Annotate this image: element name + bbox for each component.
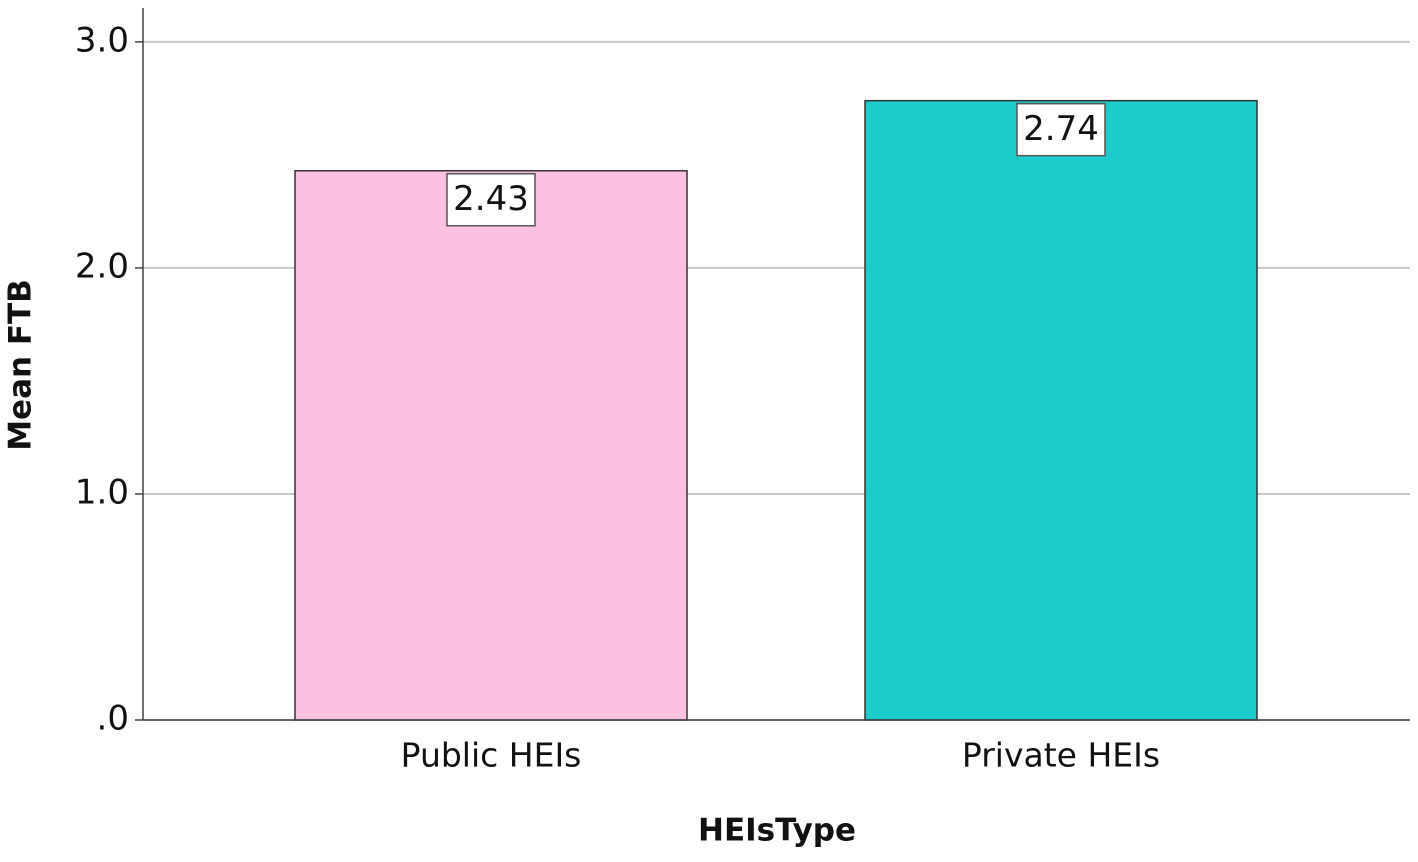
value-label: 2.43 [453,179,529,219]
value-label-box [446,172,536,227]
value-label: 2.74 [1023,109,1099,149]
value-label-box [1016,102,1106,157]
x-tick-label: Public HEIs [401,736,582,775]
y-tick-label: 1.0 [75,472,129,512]
x-axis-title: HEIsType [698,813,856,849]
x-tick-label: Private HEIs [962,736,1160,775]
bar [294,169,688,721]
y-tick-label: .0 [97,699,129,739]
y-tick-label: 3.0 [75,20,129,60]
y-axis-title: Mean FTB [3,279,39,451]
bar [864,99,1258,721]
y-tick-label: 2.0 [75,246,129,286]
